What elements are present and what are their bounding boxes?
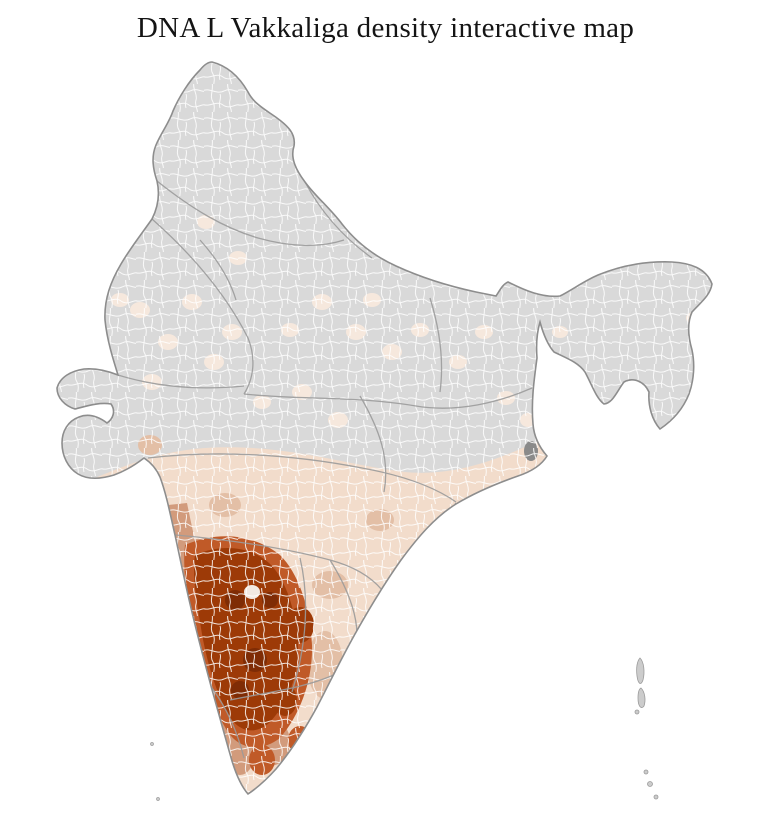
lakshadweep-islands[interactable] xyxy=(150,742,160,801)
andaman-islands[interactable] xyxy=(634,657,646,715)
india-outline xyxy=(56,61,713,796)
map-title: DNA L Vakkaliga density interactive map xyxy=(136,12,635,44)
nicobar-islands[interactable] xyxy=(643,769,659,800)
state-borders xyxy=(117,180,533,759)
